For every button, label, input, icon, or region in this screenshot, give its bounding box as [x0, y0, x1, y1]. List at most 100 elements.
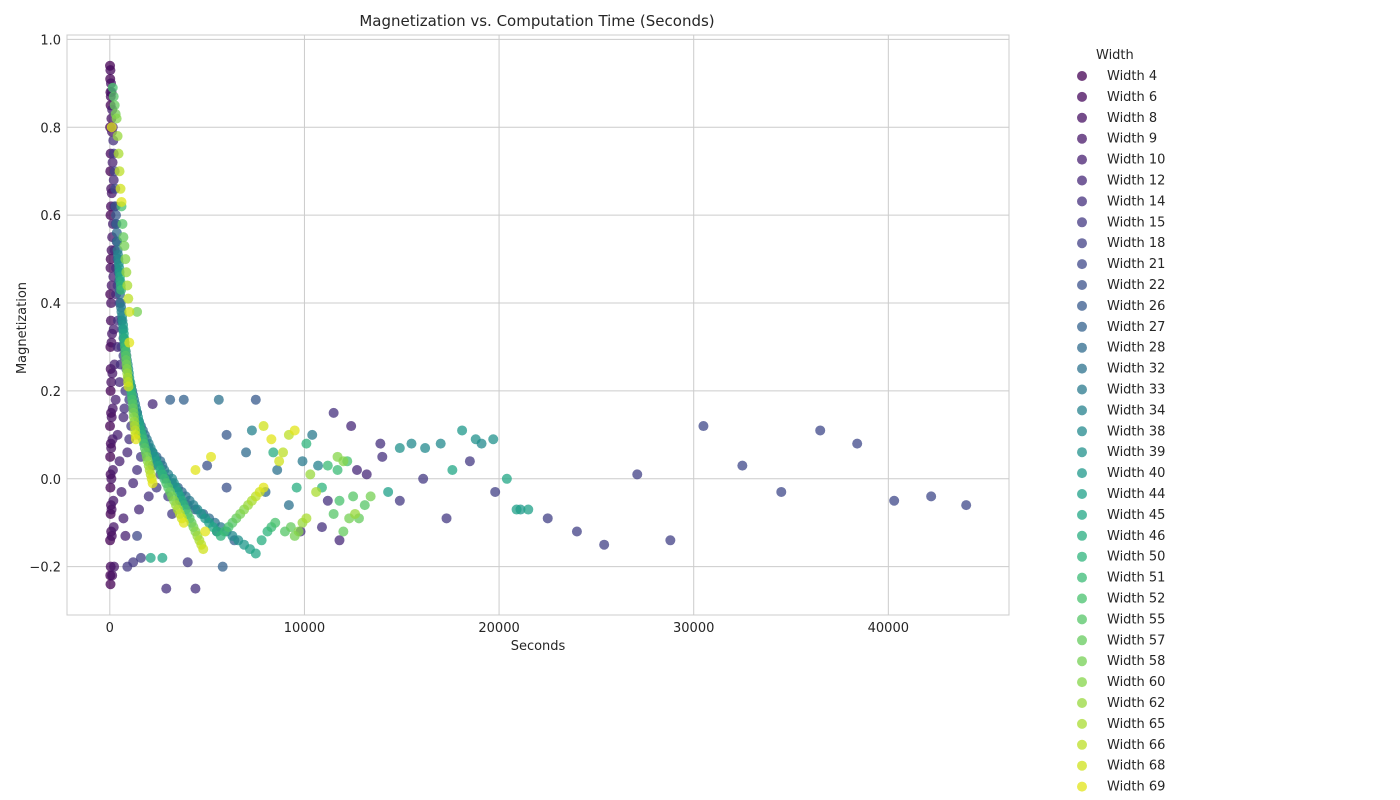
scatter-series	[113, 148, 322, 546]
data-point	[377, 451, 388, 462]
data-point	[289, 425, 300, 436]
data-point	[106, 443, 117, 454]
data-point	[111, 210, 122, 221]
legend-marker	[1077, 91, 1087, 102]
legend-marker	[1077, 489, 1087, 499]
scatter-series	[110, 183, 972, 541]
legend-item: Width 40	[1077, 466, 1165, 481]
legend-marker	[1077, 614, 1087, 625]
legend-item: Width 32	[1077, 362, 1165, 377]
data-point	[297, 456, 308, 467]
data-point	[420, 443, 431, 454]
data-point	[961, 500, 972, 511]
data-point	[122, 447, 133, 458]
data-point	[108, 522, 119, 533]
data-point	[157, 552, 168, 563]
legend-item: Width 65	[1077, 717, 1165, 732]
legend-label: Width 58	[1107, 654, 1165, 669]
data-point	[134, 504, 145, 515]
scatter-series	[115, 276, 302, 546]
data-point	[107, 465, 118, 475]
x-axis-ticks: 0 10000 20000 30000 40000	[106, 621, 909, 636]
legend-marker	[1077, 656, 1087, 667]
legend-marker	[1077, 342, 1087, 353]
data-point	[105, 421, 116, 432]
data-point	[198, 544, 209, 555]
scatter-series	[112, 249, 324, 537]
legend-marker	[1077, 280, 1087, 290]
x-tick-label: 30000	[673, 621, 714, 636]
data-point	[123, 381, 134, 392]
legend-label: Width 45	[1107, 508, 1165, 523]
legend-marker	[1077, 593, 1087, 604]
data-point	[406, 438, 417, 449]
data-point	[338, 456, 349, 467]
data-point	[119, 240, 130, 251]
legend-label: Width 39	[1107, 445, 1165, 460]
legend-label: Width 10	[1107, 153, 1165, 168]
legend-item: Width 45	[1077, 508, 1165, 523]
legend-marker	[1077, 426, 1087, 437]
data-point	[241, 447, 252, 458]
data-point	[435, 438, 446, 449]
legend-label: Width 57	[1107, 633, 1165, 648]
data-point	[132, 465, 143, 475]
y-axis-label: Magnetization	[15, 282, 30, 374]
data-point	[106, 504, 117, 515]
data-point	[571, 526, 582, 537]
legend-item: Width 38	[1077, 424, 1165, 439]
data-point	[351, 465, 362, 475]
legend-item: Width 69	[1077, 780, 1165, 795]
data-point	[107, 570, 118, 581]
legend-marker	[1077, 71, 1087, 81]
data-point	[106, 298, 117, 309]
data-point	[116, 196, 127, 207]
legend-label: Width 27	[1107, 320, 1165, 335]
data-point	[394, 443, 405, 454]
legend-item: Width 22	[1077, 278, 1165, 293]
data-point	[246, 425, 257, 436]
data-point	[375, 438, 386, 449]
data-point	[105, 579, 116, 590]
data-point	[132, 306, 143, 317]
data-point	[272, 465, 283, 475]
data-point	[105, 65, 116, 76]
legend-item: Width 58	[1077, 654, 1165, 669]
legend-label: Width 51	[1107, 571, 1165, 586]
data-point	[114, 377, 125, 388]
data-point	[116, 486, 127, 497]
legend-item: Width 15	[1077, 215, 1165, 230]
legend-label: Width 26	[1107, 299, 1165, 314]
data-point	[301, 438, 312, 449]
data-point	[110, 394, 121, 405]
x-tick-label: 20000	[478, 621, 519, 636]
data-point	[135, 552, 146, 563]
data-point	[108, 495, 119, 506]
legend-marker	[1077, 259, 1087, 270]
data-point	[250, 394, 261, 405]
legend-label: Width 65	[1107, 717, 1165, 732]
data-point	[334, 495, 345, 506]
data-points	[105, 60, 972, 594]
data-point	[143, 491, 154, 502]
legend-label: Width 55	[1107, 612, 1165, 627]
legend-item: Width 18	[1077, 236, 1165, 251]
legend-label: Width 15	[1107, 215, 1165, 230]
data-point	[113, 148, 124, 159]
data-point	[106, 530, 117, 541]
data-point	[120, 254, 131, 265]
data-point	[311, 486, 322, 497]
legend-label: Width 22	[1107, 278, 1165, 293]
data-point	[108, 91, 119, 102]
legend-label: Width 32	[1107, 362, 1165, 377]
legend-label: Width 9	[1107, 132, 1157, 147]
data-point	[112, 429, 123, 440]
data-point	[114, 456, 125, 467]
scatter-series	[106, 122, 300, 537]
data-point	[322, 495, 333, 506]
legend-item: Width 8	[1077, 111, 1157, 126]
legend-item: Width 14	[1077, 194, 1165, 209]
data-point	[258, 482, 269, 493]
data-point	[107, 82, 118, 93]
legend-marker	[1077, 363, 1087, 374]
